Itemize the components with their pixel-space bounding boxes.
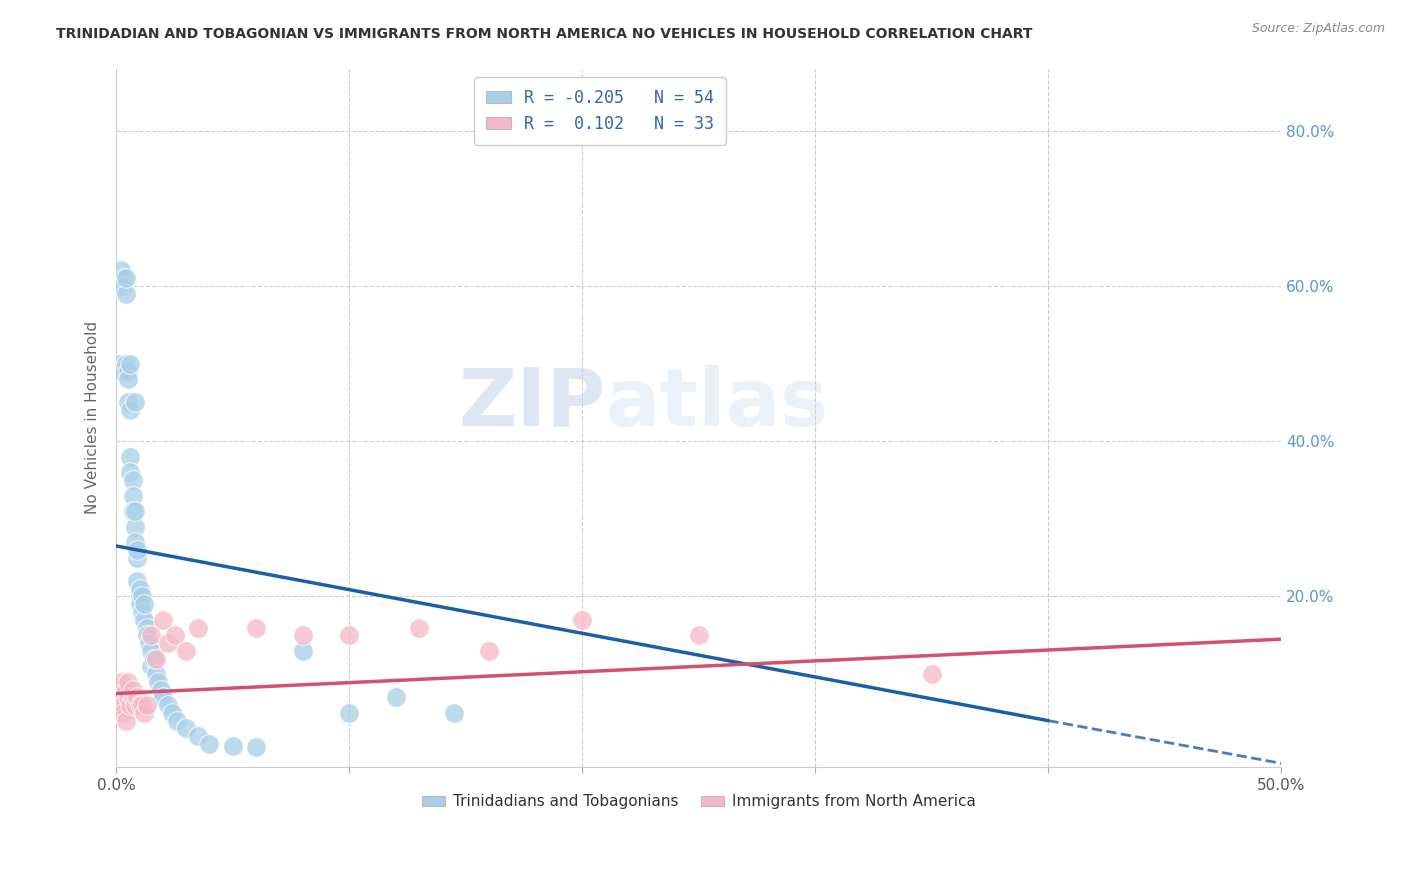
Point <box>131 605 153 619</box>
Point <box>135 620 157 634</box>
Text: atlas: atlas <box>606 365 828 443</box>
Point <box>117 690 139 705</box>
Point <box>149 682 172 697</box>
Point <box>127 574 149 588</box>
Point <box>187 620 209 634</box>
Point <box>291 644 314 658</box>
Point <box>117 364 139 378</box>
Point <box>117 395 139 409</box>
Point <box>127 690 149 705</box>
Point <box>134 706 156 720</box>
Point <box>112 279 135 293</box>
Point <box>114 714 136 728</box>
Point <box>222 739 245 753</box>
Point <box>135 698 157 713</box>
Point <box>148 674 170 689</box>
Point <box>107 682 129 697</box>
Point <box>145 651 167 665</box>
Point <box>110 364 132 378</box>
Point <box>134 613 156 627</box>
Point <box>166 714 188 728</box>
Point <box>114 357 136 371</box>
Point <box>337 628 360 642</box>
Point <box>121 489 143 503</box>
Point <box>141 628 163 642</box>
Point <box>127 542 149 557</box>
Point <box>110 263 132 277</box>
Point <box>112 706 135 720</box>
Point <box>128 590 150 604</box>
Point <box>135 628 157 642</box>
Point <box>120 698 142 713</box>
Point <box>142 651 165 665</box>
Point <box>921 667 943 681</box>
Point <box>120 403 142 417</box>
Point <box>245 620 267 634</box>
Point <box>128 698 150 713</box>
Text: ZIP: ZIP <box>458 365 606 443</box>
Point <box>187 729 209 743</box>
Point <box>128 582 150 596</box>
Text: TRINIDADIAN AND TOBAGONIAN VS IMMIGRANTS FROM NORTH AMERICA NO VEHICLES IN HOUSE: TRINIDADIAN AND TOBAGONIAN VS IMMIGRANTS… <box>56 27 1033 41</box>
Point <box>112 698 135 713</box>
Point <box>141 659 163 673</box>
Point <box>114 286 136 301</box>
Point <box>245 740 267 755</box>
Point <box>131 590 153 604</box>
Point <box>152 613 174 627</box>
Point <box>124 519 146 533</box>
Point <box>174 644 197 658</box>
Y-axis label: No Vehicles in Household: No Vehicles in Household <box>86 321 100 515</box>
Point <box>121 473 143 487</box>
Point <box>114 271 136 285</box>
Legend: Trinidadians and Tobagonians, Immigrants from North America: Trinidadians and Tobagonians, Immigrants… <box>416 789 981 815</box>
Point <box>114 682 136 697</box>
Point <box>117 674 139 689</box>
Point <box>120 465 142 479</box>
Point <box>478 644 501 658</box>
Point <box>110 690 132 705</box>
Point <box>121 682 143 697</box>
Point <box>112 271 135 285</box>
Point <box>198 737 221 751</box>
Point <box>385 690 408 705</box>
Point <box>121 690 143 705</box>
Point <box>138 636 160 650</box>
Point <box>124 535 146 549</box>
Point <box>408 620 430 634</box>
Point <box>124 698 146 713</box>
Point <box>124 504 146 518</box>
Point <box>124 395 146 409</box>
Point <box>337 706 360 720</box>
Point <box>120 357 142 371</box>
Point <box>134 597 156 611</box>
Point <box>160 706 183 720</box>
Point <box>291 628 314 642</box>
Point <box>156 636 179 650</box>
Point <box>110 674 132 689</box>
Point <box>688 628 710 642</box>
Point <box>117 372 139 386</box>
Point <box>443 706 465 720</box>
Point <box>571 613 593 627</box>
Point <box>127 550 149 565</box>
Point <box>128 597 150 611</box>
Point <box>121 504 143 518</box>
Point <box>120 450 142 464</box>
Point <box>141 644 163 658</box>
Text: Source: ZipAtlas.com: Source: ZipAtlas.com <box>1251 22 1385 36</box>
Point <box>174 722 197 736</box>
Point <box>131 698 153 713</box>
Point <box>145 667 167 681</box>
Point <box>163 628 186 642</box>
Point <box>152 690 174 705</box>
Point <box>156 698 179 713</box>
Point <box>107 357 129 371</box>
